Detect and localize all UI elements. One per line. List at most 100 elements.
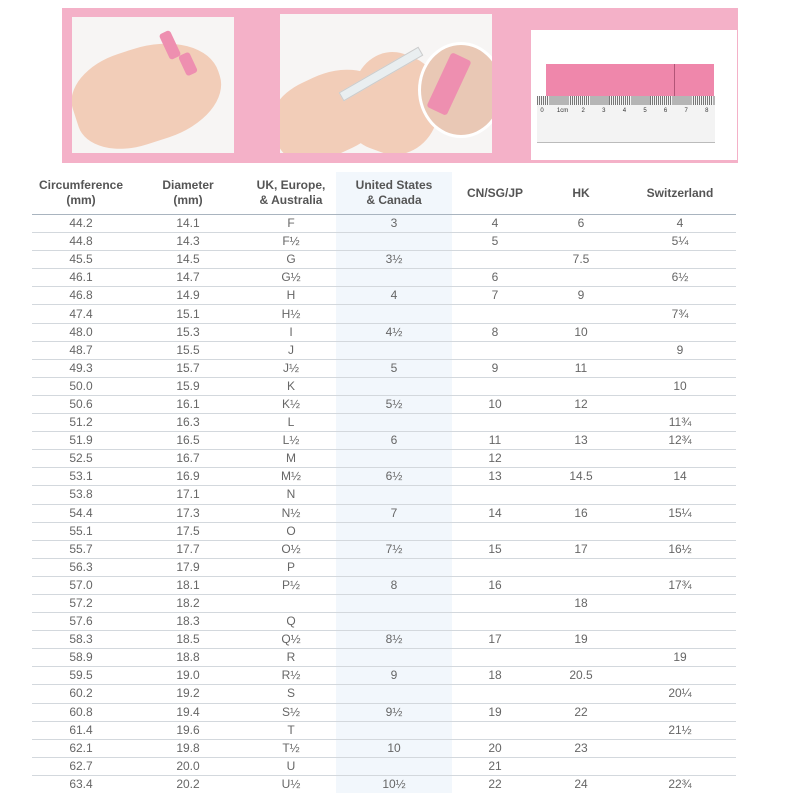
cell-circumference: 44.2 <box>32 214 130 234</box>
cell-cn-sg-jp: 7 <box>452 286 538 306</box>
cell-us <box>336 449 452 469</box>
cell-hk <box>538 449 624 469</box>
cell-us <box>336 757 452 776</box>
cell-hk: 10 <box>538 323 624 342</box>
header-diameter: Diameter (mm) <box>130 172 246 215</box>
cell-switzerland: 9 <box>624 341 736 360</box>
table-row: 55.1 17.5 O <box>32 522 736 541</box>
cell-circumference: 55.1 <box>32 522 130 541</box>
table-row: 53.8 17.1 N <box>32 485 736 505</box>
cell-diameter: 18.1 <box>130 576 246 595</box>
cell-switzerland <box>624 612 736 632</box>
cell-cn-sg-jp <box>452 594 538 614</box>
cell-circumference: 54.4 <box>32 504 130 523</box>
cell-uk: G <box>246 250 336 270</box>
cell-circumference: 48.0 <box>32 323 130 342</box>
cell-diameter: 14.7 <box>130 268 246 288</box>
cell-uk: K½ <box>246 395 336 415</box>
cell-uk: F½ <box>246 232 336 252</box>
cell-hk <box>538 648 624 668</box>
table-row: 57.2 18.2 18 <box>32 594 736 614</box>
cell-hk <box>538 612 624 632</box>
cell-circumference: 55.7 <box>32 540 130 559</box>
cell-diameter: 14.3 <box>130 232 246 252</box>
header-line: Circumference <box>38 178 124 192</box>
cell-diameter: 14.5 <box>130 250 246 270</box>
table-row: 58.3 18.5 Q½ 8½ 17 19 <box>32 630 736 650</box>
cell-circumference: 46.8 <box>32 286 130 306</box>
ruler-label: 3 <box>602 108 606 114</box>
cell-hk <box>538 721 624 740</box>
cell-circumference: 58.9 <box>32 648 130 668</box>
cell-cn-sg-jp: 19 <box>452 703 538 722</box>
header-line: & Canada <box>366 193 422 207</box>
cell-diameter: 17.9 <box>130 558 246 577</box>
cell-cn-sg-jp: 14 <box>452 504 538 523</box>
cell-circumference: 50.6 <box>32 395 130 415</box>
cell-uk: N½ <box>246 504 336 523</box>
table-row: 51.2 16.3 L 11¾ <box>32 413 736 433</box>
cell-switzerland: 19 <box>624 648 736 668</box>
cell-us: 6½ <box>336 467 452 487</box>
header-line: UK, Europe, <box>256 178 326 192</box>
cell-us <box>336 522 452 541</box>
cell-uk: M½ <box>246 467 336 487</box>
table-row: 62.1 19.8 T½ 10 20 23 <box>32 739 736 758</box>
cell-us <box>336 304 452 324</box>
cell-uk: J½ <box>246 359 336 378</box>
cell-hk: 13 <box>538 431 624 451</box>
cell-switzerland <box>624 522 736 541</box>
cell-us: 4½ <box>336 323 452 342</box>
cell-hk <box>538 757 624 776</box>
table-row: 54.4 17.3 N½ 7 14 16 15¼ <box>32 504 736 523</box>
strip-mark <box>674 64 675 96</box>
cell-uk: O <box>246 522 336 541</box>
cell-cn-sg-jp: 18 <box>452 666 538 686</box>
cell-cn-sg-jp <box>452 684 538 704</box>
table-row: 50.0 15.9 K 10 <box>32 377 736 396</box>
cell-uk: U½ <box>281 776 301 791</box>
cell-cn-sg-jp <box>452 377 538 396</box>
cell-uk: K <box>246 377 336 396</box>
cell-cn-sg-jp: 4 <box>452 214 538 234</box>
table-row: 45.5 14.5 G 3½ 7.5 <box>32 250 736 270</box>
cell-uk: R½ <box>246 666 336 686</box>
cell-diameter: 17.7 <box>130 540 246 559</box>
cell-cn-sg-jp: 8 <box>452 323 538 342</box>
table-row: 49.3 15.7 J½ 5 9 11 <box>32 359 736 378</box>
ruler-label: 6 <box>663 108 668 114</box>
cell-diameter: 14.1 <box>130 214 246 234</box>
ruler: 0 1cm 2 3 4 5 6 7 8 <box>537 96 715 143</box>
table-row: 60.8 19.4 S½ 9½ 19 22 <box>32 703 736 722</box>
cell-hk <box>538 413 624 433</box>
cell-circumference: 56.3 <box>32 558 130 577</box>
cell-diameter: 19.0 <box>130 666 246 686</box>
cell-us: 7½ <box>336 540 452 559</box>
table-row: 57.6 18.3 Q <box>32 612 736 632</box>
cell-us <box>336 232 452 252</box>
cell-circumference: 53.1 <box>32 467 130 487</box>
cell-cn-sg-jp: 16 <box>452 576 538 595</box>
table-row: 55.7 17.7 O½ 7½ 15 17 16½ <box>32 540 736 559</box>
cell-uk: O½ <box>246 540 336 559</box>
ruler-label: 2 <box>581 108 585 114</box>
cell-circumference: 51.2 <box>32 413 130 433</box>
cell-hk: 9 <box>538 286 624 306</box>
cell-switzerland: 12¾ <box>624 431 736 451</box>
cell-cn-sg-jp: 20 <box>452 739 538 758</box>
table-row: 46.1 14.7 G½ 6 6½ <box>32 268 736 288</box>
cell-cn-sg-jp: 21 <box>452 757 538 776</box>
cell-diameter: 17.5 <box>130 522 246 541</box>
table-row: 58.9 18.8 R 19 <box>32 648 736 668</box>
cell-hk: 16 <box>538 504 624 523</box>
cell-diameter: 18.3 <box>130 612 246 632</box>
cell-uk: H <box>246 286 336 306</box>
cell-uk: L½ <box>246 431 336 451</box>
cell-circumference: 44.8 <box>32 232 130 252</box>
cell-us <box>336 648 452 668</box>
table-row: 53.1 16.9 M½ 6½ 13 14.5 14 <box>32 467 736 487</box>
cell-diameter: 16.3 <box>130 413 246 433</box>
header-circumference: Circumference (mm) <box>32 172 130 215</box>
cell-us: 3½ <box>336 250 452 270</box>
photo-strip-on-ruler: 0 1cm 2 3 4 5 6 7 8 <box>531 30 737 160</box>
